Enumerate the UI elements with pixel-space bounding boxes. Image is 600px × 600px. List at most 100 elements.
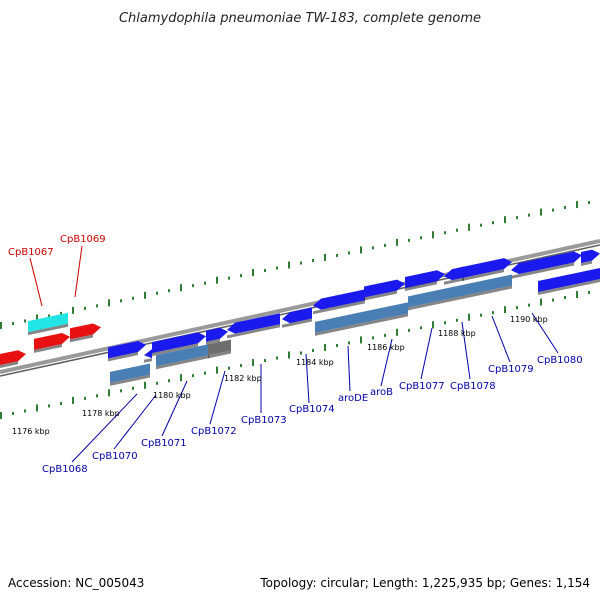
gene-label-cpb1067: CpB1067 xyxy=(8,247,54,258)
gene-rev-3-shade xyxy=(315,313,408,336)
outer-scale-minor-tick xyxy=(300,261,302,265)
gene-cpb1077-shade xyxy=(405,281,437,291)
inner-scale-minor-tick xyxy=(120,389,122,393)
tick-label-3: 1180 kbp xyxy=(153,391,191,400)
inner-scale-minor-tick xyxy=(492,311,494,315)
gene-cpb1078b-shade xyxy=(462,269,504,281)
inner-scale-minor-tick xyxy=(564,296,566,300)
outer-scale-minor-tick xyxy=(384,243,386,247)
leader-cpb1069 xyxy=(74,245,83,298)
outer-scale-major-tick xyxy=(180,284,182,292)
inner-scale-minor-tick xyxy=(408,328,410,332)
inner-scale-minor-tick xyxy=(60,401,62,405)
outer-scale-minor-tick xyxy=(312,258,314,262)
outer-scale-minor-tick xyxy=(228,276,230,280)
genome-summary: Topology: circular; Length: 1,225,935 bp… xyxy=(259,576,590,590)
inner-scale-major-tick xyxy=(540,298,542,306)
gene-cpb1080-body xyxy=(536,251,582,271)
inner-scale-major-tick xyxy=(36,404,38,412)
outer-scale-major-tick xyxy=(504,216,506,224)
accession-label: Accession: NC_005043 xyxy=(8,576,144,590)
gene-cyan-shade xyxy=(28,323,68,336)
inner-scale-minor-tick xyxy=(336,343,338,347)
inner-scale-minor-tick xyxy=(300,351,302,355)
gene-lower-blue-shade xyxy=(538,279,600,296)
inner-scale-major-tick xyxy=(216,366,218,374)
outer-scale-minor-tick xyxy=(204,281,206,285)
inner-scale-major-tick xyxy=(504,306,506,314)
gene-cpb1077-body xyxy=(405,270,445,288)
outer-scale-minor-tick xyxy=(456,228,458,232)
inner-scale-major-tick xyxy=(72,396,74,404)
gene-rev-3 xyxy=(315,302,408,336)
inner-scale-minor-tick xyxy=(444,321,446,325)
outer-scale-major-tick xyxy=(252,269,254,277)
tick-label-8: 1190 kbp xyxy=(510,315,548,324)
inner-scale-minor-tick xyxy=(276,356,278,360)
gene-label-cpb1079: CpB1079 xyxy=(488,364,534,375)
outer-scale-minor-tick xyxy=(564,206,566,210)
leader-cpb1078 xyxy=(461,321,471,380)
tick-label-7: 1188 kbp xyxy=(438,329,476,338)
inner-scale-minor-tick xyxy=(228,366,230,370)
gene-red-3-shade xyxy=(70,334,93,343)
tick-labels: 1176 kbp 1178 kbp 1180 kbp 1182 kbp 1184 kbp… xyxy=(12,315,548,436)
gene-pseudo-body xyxy=(208,339,231,356)
outer-scale-major-tick xyxy=(360,246,362,254)
inner-scale-minor-tick xyxy=(156,381,158,385)
tick-label-1: 1176 kbp xyxy=(12,427,50,436)
gene-rev-2-body xyxy=(156,344,209,367)
gene-red-2 xyxy=(34,332,70,353)
outer-scale-minor-tick xyxy=(132,296,134,300)
gene-rev-1-body xyxy=(110,363,150,383)
outer-scale-major-tick xyxy=(576,201,578,209)
inner-scale-minor-tick xyxy=(264,359,266,363)
outer-scale-major-tick xyxy=(72,306,74,314)
inner-scale-major-tick xyxy=(468,313,470,321)
gene-arob-shade xyxy=(364,290,397,301)
gene-label-cpb1069: CpB1069 xyxy=(60,234,106,245)
tick-label-6: 1186 kbp xyxy=(367,343,405,352)
gene-red-2-shade xyxy=(34,343,62,353)
outer-scale-minor-tick xyxy=(588,201,590,205)
gene-pseudo xyxy=(208,339,231,359)
outer-scale-major-tick xyxy=(432,231,434,239)
gene-red-1-body xyxy=(0,350,26,365)
label-leaders xyxy=(29,245,559,463)
tick-label-5: 1184 kbp xyxy=(296,358,334,367)
tick-label-2: 1178 kbp xyxy=(82,409,120,418)
gene-label-arode: aroDE xyxy=(338,393,368,404)
gene-cpb1068-body xyxy=(108,341,146,359)
gene-arob xyxy=(364,279,405,301)
outer-scale-minor-tick xyxy=(528,213,530,217)
gene-arode xyxy=(313,289,365,315)
gene-red-1 xyxy=(0,350,26,368)
map-title: Chlamydophila pneumoniae TW-183, complet… xyxy=(119,11,481,26)
leader-cpb1067 xyxy=(29,257,43,307)
outer-scale-minor-tick xyxy=(420,236,422,240)
outer-scale-major-tick xyxy=(144,291,146,299)
gene-cpb1078b-body xyxy=(462,258,512,278)
gene-cpb1077 xyxy=(405,270,445,291)
gene-label-cpb1071: CpB1071 xyxy=(141,438,187,449)
gene-cpb1079-body xyxy=(511,259,536,275)
gene-rev-1 xyxy=(110,363,150,386)
inner-scale-minor-tick xyxy=(420,326,422,330)
inner-scale-major-tick xyxy=(288,351,290,359)
gene-cpb1074 xyxy=(282,307,312,328)
gene-rev-2 xyxy=(156,344,209,370)
inner-scale-minor-tick xyxy=(372,336,374,340)
leader-cpb1077 xyxy=(420,327,433,380)
leader-cpb1071 xyxy=(161,380,188,437)
outer-scale-minor-tick xyxy=(348,251,350,255)
gene-rev-2-shade xyxy=(156,355,209,370)
gene-cpb1068-shade xyxy=(108,352,138,362)
gene-cpb1070a-shade xyxy=(144,358,152,363)
gene-cpb1079 xyxy=(511,259,536,279)
outer-scale-minor-tick xyxy=(192,284,194,288)
gene-cpb1079-shade xyxy=(511,270,536,279)
outer-scale-minor-tick xyxy=(444,231,446,235)
leader-cpb1074 xyxy=(305,353,310,404)
gene-label-arob: aroB xyxy=(370,387,393,398)
outer-scale-major-tick xyxy=(288,261,290,269)
